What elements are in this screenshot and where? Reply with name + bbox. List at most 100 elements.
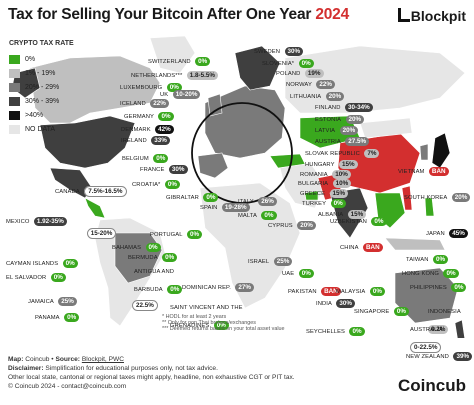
country-latvia: LATVIA 20% bbox=[315, 119, 359, 137]
country-name: ICELAND bbox=[120, 101, 146, 107]
country-name: LATVIA bbox=[315, 128, 336, 134]
rate-badge: BAN bbox=[321, 287, 341, 296]
rate-badge: 0-22.5% bbox=[410, 342, 442, 353]
country-vietnam: VIETNAM BAN bbox=[398, 160, 449, 178]
legend-item: NO DATA bbox=[9, 122, 59, 136]
country-name: INDIA bbox=[316, 301, 332, 307]
rate-badge: 0% bbox=[50, 273, 66, 282]
country-name: INDONESIA bbox=[428, 309, 461, 315]
country-name: SEYCHELLES bbox=[306, 329, 346, 335]
blockpit-logo-text: Blockpit bbox=[410, 8, 466, 24]
rate-badge: 22% bbox=[150, 99, 169, 108]
legend-swatch bbox=[9, 124, 20, 134]
rate-badge: 45% bbox=[449, 229, 468, 238]
country-china: CHINA BAN bbox=[340, 236, 383, 254]
country-name: IRELAND bbox=[121, 138, 147, 144]
country-name: ISRAEL bbox=[248, 259, 270, 265]
chart-title: Tax for Selling Your Bitcoin After One Y… bbox=[8, 6, 349, 24]
country-name: CAYMAN ISLANDS bbox=[6, 261, 59, 267]
rate-badge: 0% bbox=[393, 307, 409, 316]
world-map bbox=[11, 35, 466, 338]
country-norway: NORWAY 22% bbox=[286, 73, 335, 91]
country-name: BAHAMAS bbox=[112, 245, 142, 251]
legend-swatch bbox=[9, 110, 20, 120]
legend-label: NO DATA bbox=[25, 125, 56, 133]
rate-badge: 42% bbox=[155, 125, 174, 134]
map-note: ** Only for non Thai brokers/exchanges bbox=[162, 320, 256, 326]
country-name: AUSTRIA bbox=[315, 139, 341, 145]
coincub-logo: Coincub bbox=[398, 376, 466, 395]
map-japan bbox=[431, 132, 451, 169]
country-france: FRANCE 30% bbox=[140, 158, 188, 176]
country-name: VIETNAM bbox=[398, 169, 425, 175]
map-scandinavia bbox=[234, 45, 281, 91]
rate-badge: 7.5%-16.5% bbox=[84, 186, 127, 197]
source-credit[interactable]: Blockpit, PWC bbox=[81, 356, 124, 363]
country-dominican: DOMINICAN REP. 27% bbox=[182, 276, 255, 294]
country-name: UZBEKISTAN bbox=[330, 219, 367, 225]
country-denmark: DENMARK 42% bbox=[121, 118, 174, 136]
map-turkey bbox=[269, 153, 306, 169]
country-panama: PANAMA 0% bbox=[35, 306, 80, 324]
country-name: SAINT VINCENT AND THE GRENADINES bbox=[170, 305, 243, 329]
rate-badge: 0% bbox=[64, 313, 80, 322]
country-name: MALAYSIA bbox=[336, 289, 366, 295]
map-indonesia bbox=[384, 237, 446, 251]
rate-badge: 0.2% bbox=[428, 325, 449, 334]
rate-badge: 1.8-5.5% bbox=[186, 71, 218, 80]
country-name: JAPAN bbox=[426, 231, 445, 237]
country-name: DOMINICAN REP. bbox=[182, 285, 231, 291]
rate-badge: 26% bbox=[258, 197, 277, 206]
country-poland: POLAND 19% bbox=[276, 62, 324, 80]
country-switzerland: SWITZERLAND 0% bbox=[148, 50, 211, 68]
rate-badge: 30% bbox=[168, 165, 188, 174]
country-singapore: SINGAPORE 0% bbox=[354, 300, 409, 318]
legend-label: 1% - 19% bbox=[25, 69, 56, 77]
map-note: * HODL for at least 2 years bbox=[162, 314, 227, 320]
legend-label: 20% - 29% bbox=[25, 83, 60, 91]
country-name: TURKEY bbox=[302, 201, 327, 207]
country-name: SLOVENIA* bbox=[262, 61, 295, 67]
country-slovenia: SLOVENIA* 0% bbox=[262, 52, 314, 70]
country-name: BERMUDA bbox=[128, 255, 158, 261]
country-name: TAIWAN bbox=[406, 257, 429, 263]
country-name: AUSTRALIA bbox=[410, 327, 444, 333]
rate-badge: 0% bbox=[432, 255, 449, 264]
footer-disclaimer: Disclaimer: Simplification for education… bbox=[8, 365, 218, 373]
rate-badge: 7% bbox=[364, 149, 380, 158]
rate-badge: 25% bbox=[273, 257, 293, 266]
rate-badge: 30% bbox=[336, 299, 356, 308]
legend-swatch bbox=[9, 82, 20, 92]
country-south-korea: SOUTH KOREA 20% bbox=[404, 186, 471, 204]
country-turkey: TURKEY 0% bbox=[302, 192, 346, 210]
country-name: GERMANY bbox=[124, 114, 155, 120]
country-name: PANAMA bbox=[35, 315, 60, 321]
rate-badge: 0% bbox=[164, 180, 180, 189]
disclaimer-text: Simplification for educational purposes … bbox=[45, 365, 218, 372]
country-spain: SPAIN 19-28% bbox=[200, 196, 250, 214]
rate-badge: 30-34% bbox=[344, 103, 373, 112]
country-romania: ROMANIA 10% bbox=[300, 163, 351, 181]
country-name: GIBRALTAR bbox=[166, 195, 199, 201]
country-name: NORWAY bbox=[286, 82, 312, 88]
country-name: JAMAICA bbox=[28, 299, 54, 305]
legend-item: 0% bbox=[9, 52, 59, 66]
legend-item: 1% - 19% bbox=[9, 66, 59, 80]
country-slovakia: SLOVAK REPUBLIC 7% bbox=[305, 142, 380, 160]
blockpit-logo: Blockpit bbox=[397, 8, 466, 24]
country-bulgaria: BULGARIA 10% bbox=[298, 172, 352, 190]
country-name: SINGAPORE bbox=[354, 309, 390, 315]
country-name: DENMARK bbox=[121, 127, 151, 133]
country-malta: MALTA 0% bbox=[238, 204, 277, 222]
legend-title: CRYPTO TAX RATE bbox=[9, 40, 74, 47]
country-hong-kong: HONG KONG 0% bbox=[402, 262, 459, 280]
country-name: PAKISTAN bbox=[288, 289, 317, 295]
country-cyprus: CYPRUS 20% bbox=[268, 214, 316, 232]
country-iceland: ICELAND 22% bbox=[120, 92, 169, 110]
rate-badge: 15% bbox=[347, 210, 367, 219]
title-text: Tax for Selling Your Bitcoin After One Y… bbox=[8, 6, 312, 23]
country-brazil: 22.5% bbox=[132, 294, 158, 312]
rate-badge: 0% bbox=[371, 217, 387, 226]
rate-badge: 22.5% bbox=[132, 300, 158, 311]
rate-badge: 0% bbox=[162, 253, 178, 262]
